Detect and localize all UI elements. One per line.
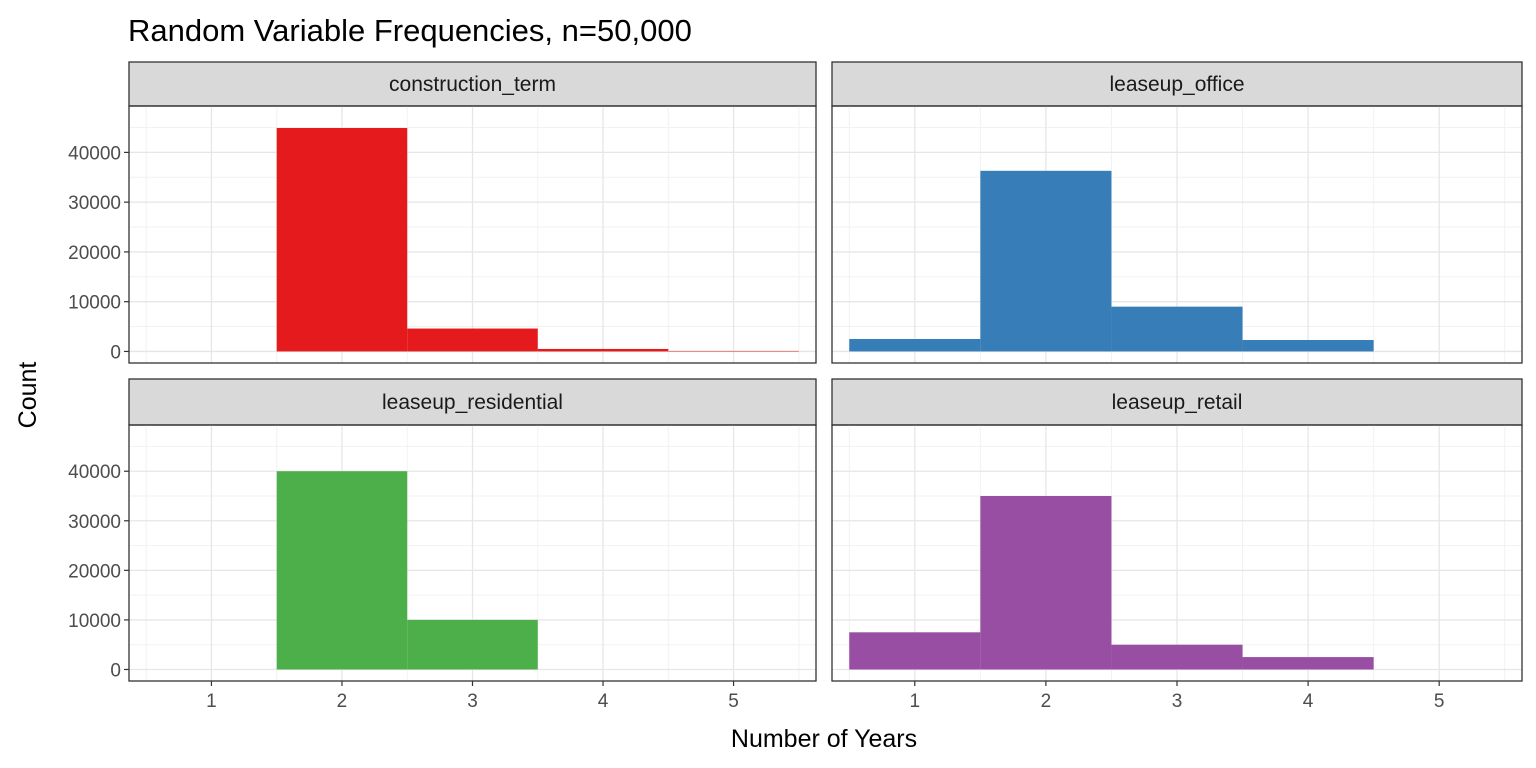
panel-leaseup_retail: leaseup_retail 1 2 3 4 5 [831,378,1523,712]
bar-leaseup_retail-4 [1242,657,1374,670]
bar-leaseup_retail-1 [849,632,981,670]
panel-leaseup_residential: leaseup_residential 0 10000 20000 30000 40000… [68,378,817,712]
panel-border [831,105,1523,364]
strip-background [831,61,1523,107]
x-tick-label: 4 [598,691,609,712]
bar-construction_term-2 [276,128,408,352]
panels-group: construction_term010000200003000040000le… [68,61,1523,712]
y-tick-label: 40000 [68,462,121,483]
bar-construction_term-3 [407,328,538,352]
y-tick-label: 20000 [68,243,121,264]
bar-leaseup_residential-2 [276,471,408,670]
y-axis-title: Count [14,362,42,429]
bar-leaseup_retail-3 [1111,644,1243,670]
bar-leaseup_office-3 [1111,306,1243,352]
panel-leaseup_office: leaseup_office [831,61,1523,364]
x-tick-label: 2 [1041,691,1052,712]
bar-leaseup_office-1 [849,338,981,352]
y-tick-label: 40000 [68,143,121,164]
panel-border [128,105,817,364]
bar-construction_term-4 [537,348,669,352]
chart-title: Random Variable Frequencies, n=50,000 [128,13,692,48]
bar-construction_term-5 [668,350,799,352]
x-axis-title: Number of Years [731,725,917,753]
x-tick-label: 5 [728,691,739,712]
y-tick-label: 10000 [68,611,121,632]
bar-leaseup_residential-3 [407,619,538,670]
y-tick-label: 10000 [68,293,121,314]
x-tick-label: 1 [910,691,921,712]
bar-leaseup_office-2 [980,170,1112,352]
x-tick-label: 5 [1434,691,1445,712]
x-tick-label: 3 [1172,691,1183,712]
x-tick-label: 4 [1303,691,1314,712]
bar-leaseup_office-4 [1242,339,1374,352]
x-tick-label: 3 [467,691,478,712]
y-tick-label: 0 [110,342,121,363]
strip-background [831,378,1523,426]
strip-label: leaseup_residential [382,391,563,414]
y-tick-label: 0 [110,660,121,681]
y-tick-label: 20000 [68,561,121,582]
y-tick-label: 30000 [68,512,121,533]
panel-construction_term: construction_term 0 10000 20000 30000 40000 [68,61,817,364]
strip-background [128,378,817,426]
strip-background [128,61,817,107]
strip-label: construction_term [389,73,556,96]
strip-label: leaseup_retail [1112,391,1243,414]
x-tick-label: 2 [337,691,348,712]
bar-leaseup_retail-2 [980,495,1112,670]
x-tick-label: 1 [206,691,217,712]
y-tick-label: 30000 [68,193,121,214]
strip-label: leaseup_office [1109,73,1244,96]
